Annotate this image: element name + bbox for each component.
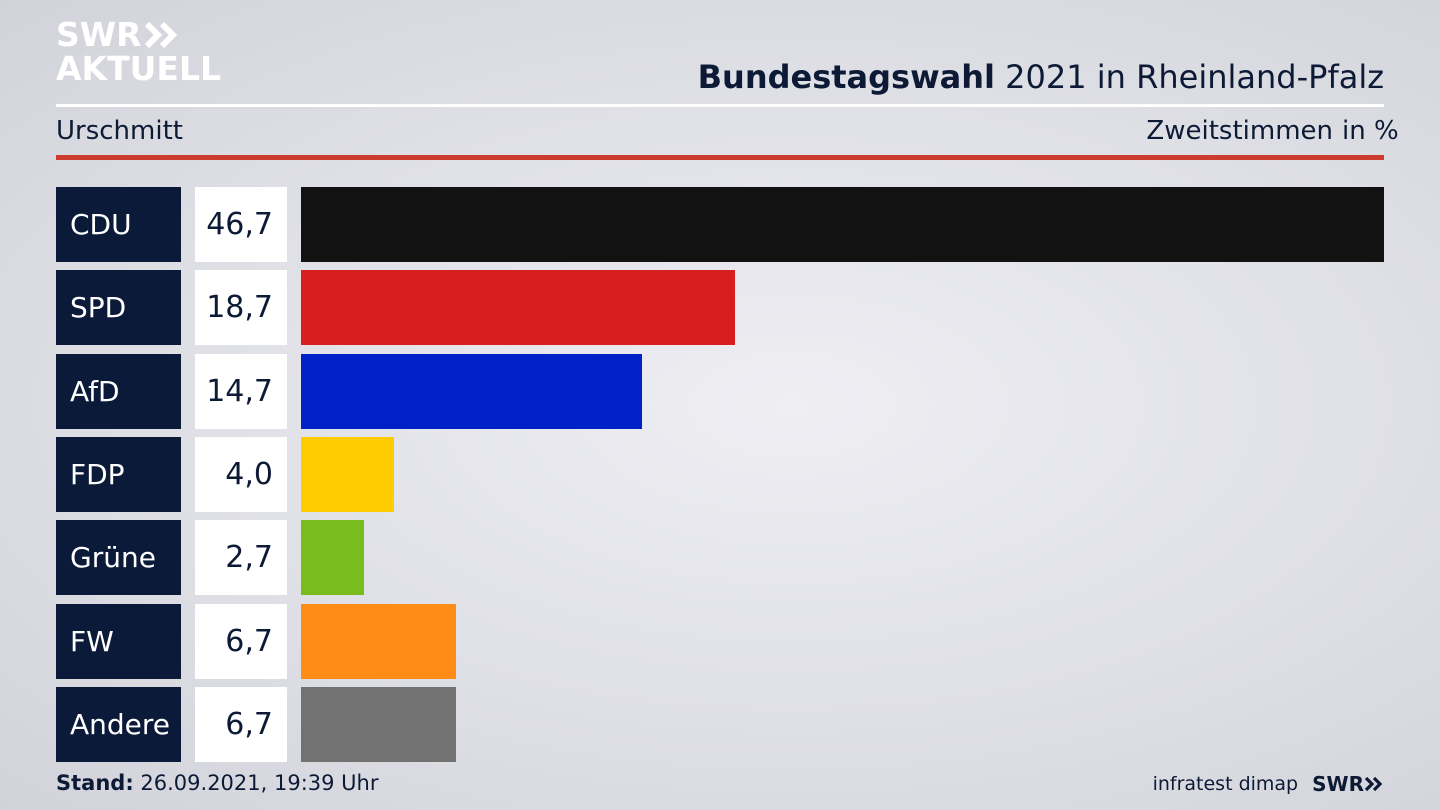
- value-label: 18,7: [195, 270, 287, 345]
- bar-row: Grüne 2,7: [56, 520, 1384, 595]
- unit-label: in %: [1342, 116, 1399, 146]
- bar-row: FW 6,7: [56, 604, 1384, 679]
- value-label: 46,7: [195, 187, 287, 262]
- bar-row: CDU 46,7: [56, 187, 1384, 262]
- swr-brand: SWR: [1312, 772, 1384, 796]
- stand-value: 26.09.2021, 19:39 Uhr: [133, 771, 379, 795]
- party-label: SPD: [56, 270, 181, 345]
- bar: [301, 604, 456, 679]
- header-divider: [56, 104, 1384, 107]
- party-label: Andere: [56, 687, 181, 762]
- bar: [301, 520, 364, 595]
- source-label: infratest dimap: [1152, 773, 1299, 795]
- vote-type-label: Zweitstimmen: [1146, 116, 1333, 146]
- party-label: FDP: [56, 437, 181, 512]
- logo-line1: SWR: [56, 15, 142, 54]
- accent-divider: [56, 155, 1384, 160]
- bar: [301, 187, 1384, 262]
- timestamp: Stand: 26.09.2021, 19:39 Uhr: [56, 771, 379, 795]
- region-label: Urschmitt: [56, 116, 183, 146]
- title-rest: 2021 in Rheinland-Pfalz: [995, 58, 1384, 96]
- party-label: FW: [56, 604, 181, 679]
- title-bold: Bundestagswahl: [697, 58, 995, 96]
- value-label: 4,0: [195, 437, 287, 512]
- bar-row: FDP 4,0: [56, 437, 1384, 512]
- party-label: CDU: [56, 187, 181, 262]
- swr-brand-text: SWR: [1312, 772, 1364, 796]
- footer-credits: infratest dimap SWR: [1153, 772, 1384, 796]
- bar-row: SPD 18,7: [56, 270, 1384, 345]
- bar: [301, 437, 394, 512]
- chart-title: Bundestagswahl 2021 in Rheinland-Pfalz: [698, 58, 1384, 96]
- double-chevron-icon: [1364, 776, 1383, 792]
- value-label: 14,7: [195, 354, 287, 429]
- swr-aktuell-logo: SWR AKTUELL: [56, 18, 221, 86]
- logo-line2: AKTUELL: [56, 49, 222, 88]
- bar: [301, 354, 642, 429]
- bar: [301, 687, 456, 762]
- bar: [301, 270, 735, 345]
- double-chevron-icon: [144, 21, 177, 49]
- value-label: 6,7: [195, 687, 287, 762]
- bar-row: AfD 14,7: [56, 354, 1384, 429]
- stand-label: Stand:: [56, 771, 134, 795]
- party-label: AfD: [56, 354, 181, 429]
- party-label: Grüne: [56, 520, 181, 595]
- value-label: 6,7: [195, 604, 287, 679]
- bar-row: Andere 6,7: [56, 687, 1384, 762]
- value-label: 2,7: [195, 520, 287, 595]
